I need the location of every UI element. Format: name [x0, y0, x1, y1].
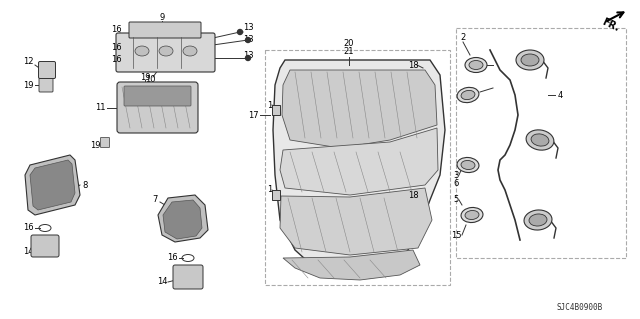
Ellipse shape: [457, 87, 479, 103]
Ellipse shape: [461, 90, 475, 100]
Text: 9: 9: [159, 13, 164, 23]
Text: 16: 16: [111, 56, 122, 64]
Polygon shape: [163, 200, 202, 239]
Text: 3: 3: [453, 170, 459, 180]
Text: 21: 21: [344, 48, 355, 56]
Circle shape: [246, 38, 250, 42]
Ellipse shape: [469, 61, 483, 70]
Text: 8: 8: [83, 181, 88, 189]
Polygon shape: [25, 155, 80, 215]
Text: 14: 14: [23, 248, 33, 256]
Polygon shape: [283, 250, 420, 280]
Text: 18: 18: [408, 190, 419, 199]
FancyBboxPatch shape: [124, 86, 191, 106]
Text: 16: 16: [166, 254, 177, 263]
Text: 11: 11: [95, 103, 105, 113]
Text: 18: 18: [408, 61, 419, 70]
Text: 7: 7: [152, 196, 157, 204]
Text: 1: 1: [268, 100, 273, 109]
Ellipse shape: [457, 158, 479, 173]
Ellipse shape: [465, 211, 479, 219]
Text: 15: 15: [451, 231, 461, 240]
Text: 13: 13: [243, 24, 253, 33]
FancyBboxPatch shape: [100, 137, 109, 147]
Text: 16: 16: [111, 43, 122, 53]
FancyBboxPatch shape: [39, 78, 53, 92]
Text: 5: 5: [453, 196, 459, 204]
Text: 13: 13: [243, 35, 253, 44]
Text: 14: 14: [157, 278, 167, 286]
Polygon shape: [273, 60, 445, 278]
Text: 17: 17: [248, 110, 259, 120]
FancyBboxPatch shape: [117, 82, 198, 133]
Text: 4: 4: [557, 91, 563, 100]
Bar: [272, 190, 280, 200]
Text: 19: 19: [90, 140, 100, 150]
Bar: [272, 105, 280, 115]
Text: 16: 16: [111, 26, 122, 34]
Polygon shape: [280, 128, 438, 195]
Text: 6: 6: [453, 179, 459, 188]
Polygon shape: [282, 70, 437, 148]
Ellipse shape: [461, 160, 475, 169]
Polygon shape: [158, 195, 208, 242]
Ellipse shape: [159, 46, 173, 56]
Text: 19: 19: [23, 80, 33, 90]
Ellipse shape: [521, 54, 539, 66]
Text: 16: 16: [22, 224, 33, 233]
Ellipse shape: [531, 134, 549, 146]
Bar: [265, 50, 450, 285]
Circle shape: [237, 29, 243, 34]
Polygon shape: [280, 188, 432, 255]
Ellipse shape: [526, 130, 554, 150]
Ellipse shape: [135, 46, 149, 56]
Circle shape: [246, 56, 250, 61]
FancyBboxPatch shape: [129, 22, 201, 38]
Text: SJC4B0900B: SJC4B0900B: [557, 303, 603, 313]
Text: 13: 13: [243, 50, 253, 60]
Ellipse shape: [465, 57, 487, 72]
Ellipse shape: [183, 46, 197, 56]
Text: 19: 19: [140, 72, 150, 81]
Ellipse shape: [529, 214, 547, 226]
FancyBboxPatch shape: [38, 62, 56, 78]
Ellipse shape: [516, 50, 544, 70]
FancyBboxPatch shape: [173, 265, 203, 289]
Polygon shape: [30, 160, 75, 210]
Text: 12: 12: [23, 57, 33, 66]
Text: 1: 1: [268, 186, 273, 195]
Text: 10: 10: [145, 76, 156, 85]
Ellipse shape: [461, 207, 483, 223]
Ellipse shape: [524, 210, 552, 230]
FancyBboxPatch shape: [31, 235, 59, 257]
Bar: [456, 28, 626, 258]
Text: FR.: FR.: [600, 17, 621, 33]
FancyBboxPatch shape: [116, 33, 215, 72]
Text: 2: 2: [460, 33, 466, 42]
Text: 20: 20: [344, 40, 355, 48]
